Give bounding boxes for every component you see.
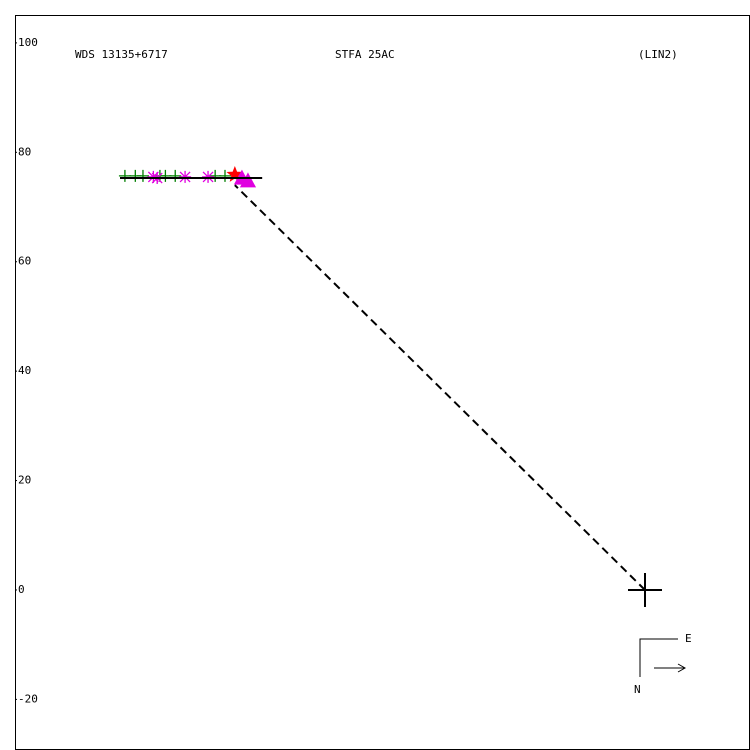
point <box>118 169 131 182</box>
y-tick-label: 60 <box>18 255 31 268</box>
y-tick-label: -20 <box>18 692 38 705</box>
compass-east: E <box>685 632 692 645</box>
annotation: (LIN2) <box>638 48 678 61</box>
chart-title: WDS 13135+6717 <box>75 48 168 61</box>
y-tick-label: 100 <box>18 36 38 49</box>
compass-north: N <box>634 683 641 696</box>
plot-frame <box>15 15 750 750</box>
point <box>147 170 160 183</box>
compass-arrowhead <box>677 663 687 673</box>
point <box>179 170 192 183</box>
y-tick-label: 0 <box>18 583 25 596</box>
point <box>202 170 215 183</box>
point <box>136 169 149 182</box>
residual-line <box>234 184 646 591</box>
point <box>219 169 231 182</box>
y-tick-label: 20 <box>18 474 31 487</box>
y-tick-label: 80 <box>18 145 31 158</box>
y-tick-label: 40 <box>18 364 31 377</box>
point <box>169 169 182 182</box>
primary-star <box>628 572 662 607</box>
point <box>239 172 257 188</box>
chart-subtitle: STFA 25AC <box>335 48 395 61</box>
compass <box>639 638 687 677</box>
compass-axes <box>639 638 678 677</box>
